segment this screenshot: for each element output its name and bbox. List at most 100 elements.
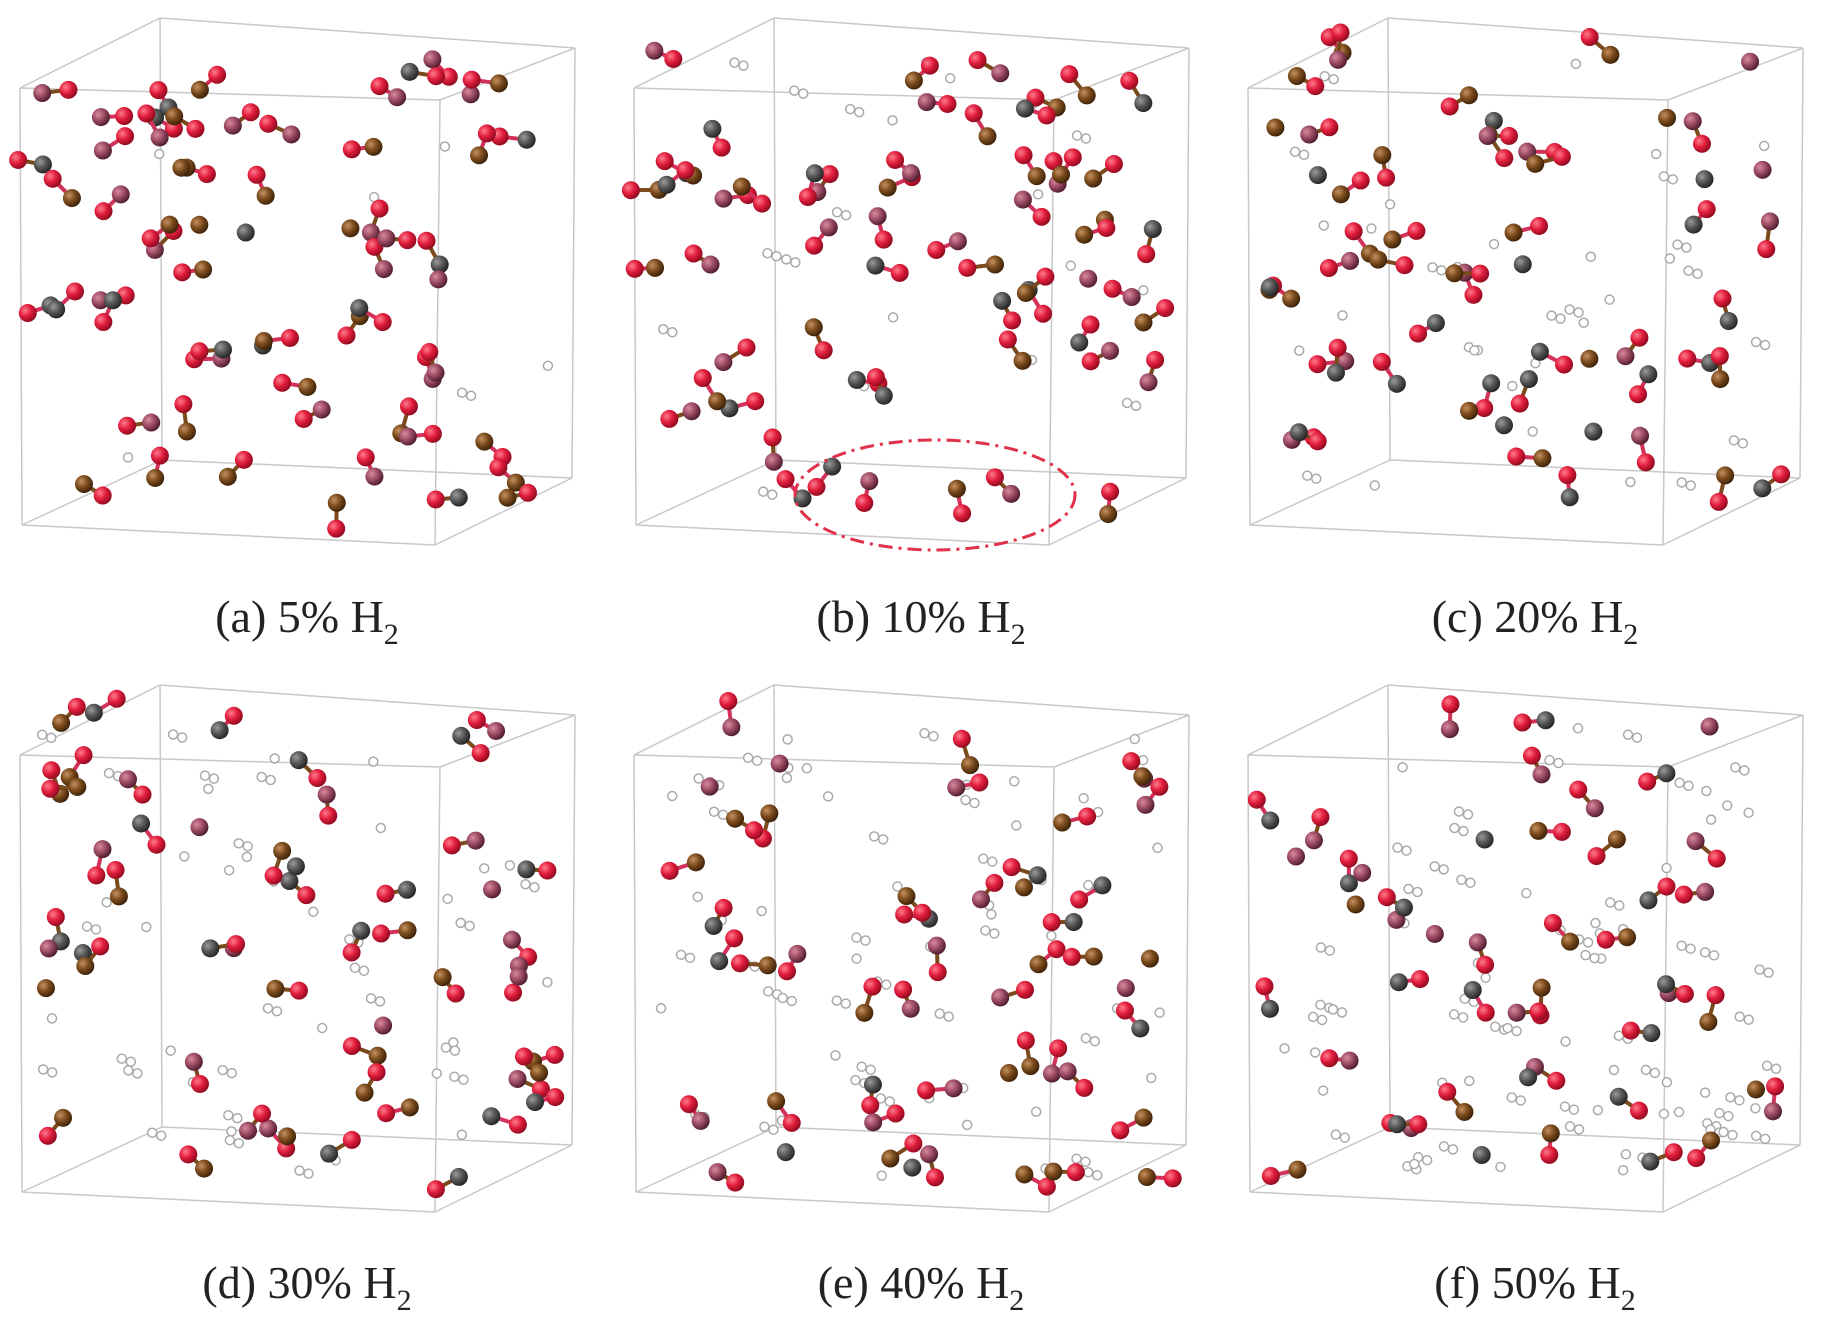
carbon-atom [355, 1083, 374, 1102]
hydrogen-atom [771, 251, 782, 262]
hydrogen-atom [1708, 950, 1720, 961]
oxygen-atom [147, 835, 166, 854]
panel-caption: (f) 50% H2 [1434, 1257, 1636, 1317]
panel: (c) 20% H2 [1247, 17, 1804, 651]
carbon-atom [475, 432, 494, 451]
carbon-atom [1044, 1162, 1063, 1181]
box-edge [1247, 684, 1389, 756]
box-edge [571, 47, 576, 479]
hydrogen-atom [37, 1064, 49, 1075]
oxygen-atom [1411, 970, 1430, 989]
oxygen-atom [798, 188, 817, 207]
hydrogen-atom [242, 841, 253, 852]
oxygen-atom [115, 107, 134, 126]
oxygen-atom [660, 409, 679, 428]
hydrogen-atom [1152, 842, 1163, 854]
hydrogen-atom [1650, 148, 1662, 160]
oxygen-atom [726, 1173, 745, 1192]
box-edge [1389, 1126, 1801, 1146]
hydrogen-atom [1138, 284, 1149, 296]
oxygen-atom [1707, 849, 1726, 868]
hydrogen-atom [1336, 1007, 1348, 1018]
oxygen-atom [1377, 888, 1396, 907]
oxygen-atom [621, 181, 640, 200]
carbon-atom [1716, 466, 1735, 485]
carbon-atom [764, 452, 783, 471]
hydrogen-atom [116, 1053, 128, 1065]
hydrogen-atom [1555, 313, 1566, 324]
hydrogen-atom [708, 806, 720, 818]
oxygen-atom [1081, 315, 1100, 334]
carbon-atom [74, 475, 93, 494]
hydrogen-atom [365, 993, 377, 1004]
oxygen-atom [504, 983, 523, 1002]
hydrogen-atom [542, 976, 553, 988]
oxygen-atom [446, 984, 465, 1003]
hydrogen-atom [1469, 345, 1480, 356]
carbon-atom [54, 1108, 73, 1127]
oxygen-atom [655, 152, 674, 171]
oxygen-atom [59, 80, 78, 99]
carbon-atom [1134, 94, 1153, 113]
oxygen-atom [1062, 947, 1081, 966]
carbon-atom [1137, 1168, 1156, 1187]
caption-subscript: 2 [384, 618, 399, 651]
oxygen-atom [625, 259, 644, 278]
carbon-atom [1513, 255, 1532, 274]
hydrogen-atom [853, 106, 865, 118]
carbon-atom [1700, 717, 1719, 736]
carbon-atom [68, 777, 87, 796]
hydrogen-atom [1546, 310, 1557, 321]
oxygen-atom [227, 935, 246, 954]
oxygen-atom [42, 761, 61, 780]
hydrogen-atom [122, 452, 134, 463]
hydrogen-atom [1573, 1124, 1585, 1135]
panel-caption: (b) 10% H2 [816, 591, 1025, 651]
oxygen-atom [297, 886, 316, 905]
caption-subscript: 2 [1011, 618, 1026, 651]
oxygen-atom [93, 486, 112, 505]
oxygen-atom [730, 954, 749, 973]
carbon-atom [710, 952, 729, 971]
carbon-atom [39, 939, 58, 958]
oxygen-atom [1042, 913, 1061, 932]
hydrogen-atom [1683, 780, 1694, 792]
oxygen-atom [43, 169, 62, 188]
hydrogen-atom [1750, 1103, 1761, 1114]
carbon-atom [1388, 1115, 1407, 1134]
oxygen-atom [273, 373, 292, 392]
hydrogen-atom [123, 1065, 134, 1076]
oxygen-atom [1513, 713, 1532, 732]
carbon-atom [823, 457, 842, 476]
hydrogen-atom [789, 85, 800, 96]
carbon-atom [341, 219, 360, 238]
carbon-atom [1261, 811, 1280, 830]
carbon-atom [1536, 711, 1555, 730]
hydrogen-atom [1701, 785, 1712, 797]
box-edge [1249, 459, 1391, 526]
oxygen-atom [319, 806, 338, 825]
carbon-atom [722, 718, 741, 737]
hydrogen-atom [1397, 762, 1408, 773]
oxygen-atom [294, 409, 313, 428]
carbon-atom [1455, 1102, 1474, 1121]
hydrogen-atom [1327, 1004, 1339, 1015]
carbon-atom [1353, 863, 1372, 882]
hydrogen-atom [458, 1074, 469, 1085]
carbon-atom [1533, 449, 1552, 468]
oxygen-atom [1395, 256, 1414, 275]
hydrogen-atom [223, 1109, 234, 1121]
carbon-atom [1746, 1080, 1765, 1099]
carbon-atom [860, 472, 879, 491]
carbon-atom [1585, 799, 1604, 818]
carbon-atom [1070, 333, 1089, 352]
hydrogen-atom [1502, 1022, 1513, 1034]
carbon-atom [1609, 1087, 1628, 1106]
hydrogen-atom [241, 851, 253, 863]
oxygen-atom [927, 240, 946, 259]
carbon-atom [84, 703, 103, 722]
carbon-atom [703, 119, 722, 138]
carbon-atom [150, 128, 169, 147]
hydrogen-atom [1008, 776, 1020, 787]
hydrogen-atom [1763, 967, 1774, 978]
